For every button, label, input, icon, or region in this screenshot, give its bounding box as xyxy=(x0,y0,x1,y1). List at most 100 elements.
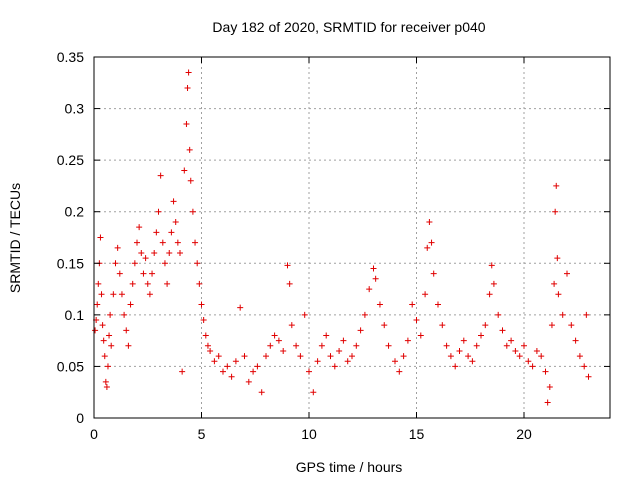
data-point xyxy=(179,368,186,375)
data-point xyxy=(194,260,201,267)
data-point xyxy=(98,291,105,298)
data-point xyxy=(146,291,153,298)
x-tick-label: 10 xyxy=(301,426,317,442)
data-point xyxy=(200,317,207,324)
data-point xyxy=(490,280,497,287)
data-point xyxy=(157,172,164,179)
data-point xyxy=(181,167,188,174)
data-point xyxy=(443,342,450,349)
y-tick-label: 0.05 xyxy=(57,358,84,374)
data-point xyxy=(183,121,190,128)
data-point xyxy=(293,342,300,349)
data-point xyxy=(482,322,489,329)
data-point xyxy=(207,347,214,354)
data-point xyxy=(555,291,562,298)
y-tick-label: 0.35 xyxy=(57,49,84,65)
x-axis-label: GPS time / hours xyxy=(296,459,403,475)
x-tick-label: 5 xyxy=(198,426,206,442)
data-point xyxy=(125,342,132,349)
data-point xyxy=(564,270,570,277)
data-point xyxy=(400,353,407,360)
data-point xyxy=(447,353,454,360)
data-point xyxy=(108,342,115,349)
data-point xyxy=(237,304,244,311)
data-point xyxy=(376,301,383,308)
data-point xyxy=(166,249,173,256)
data-point xyxy=(508,337,515,344)
data-point xyxy=(232,358,239,365)
data-point xyxy=(435,301,441,308)
data-point xyxy=(100,337,107,344)
data-point xyxy=(97,234,104,241)
data-point xyxy=(95,280,102,287)
data-point xyxy=(94,301,101,308)
data-point xyxy=(452,363,459,370)
data-point xyxy=(552,208,559,215)
data-point xyxy=(245,378,252,385)
data-point xyxy=(101,353,108,360)
data-point xyxy=(99,322,106,329)
data-point xyxy=(215,353,222,360)
data-point xyxy=(271,332,278,339)
y-tick-label: 0.3 xyxy=(65,101,85,117)
data-point xyxy=(211,358,218,365)
data-point xyxy=(370,265,377,272)
data-point xyxy=(327,353,334,360)
data-point xyxy=(336,347,343,354)
data-point xyxy=(340,337,347,344)
data-point xyxy=(529,363,536,370)
data-point xyxy=(353,342,360,349)
data-point xyxy=(177,249,183,256)
x-tick-label: 15 xyxy=(409,426,425,442)
y-tick-label: 0.1 xyxy=(65,307,85,323)
y-tick-label: 0.25 xyxy=(57,152,84,168)
data-point xyxy=(184,84,191,91)
data-point xyxy=(361,311,368,318)
data-point xyxy=(572,337,579,344)
data-point xyxy=(456,347,463,354)
data-point xyxy=(161,260,168,267)
data-point xyxy=(192,239,199,246)
data-point xyxy=(318,342,325,349)
data-point xyxy=(381,322,388,329)
x-tick-label: 0 xyxy=(90,426,98,442)
data-point xyxy=(198,301,205,308)
data-point xyxy=(310,389,317,396)
data-point xyxy=(174,239,181,246)
data-point xyxy=(424,244,431,251)
data-point xyxy=(465,353,472,360)
data-point xyxy=(114,244,121,251)
data-point xyxy=(473,342,480,349)
data-point xyxy=(104,363,111,370)
data-point xyxy=(430,270,437,277)
data-point xyxy=(422,291,429,298)
data-point xyxy=(357,327,364,334)
data-point xyxy=(106,332,113,339)
data-point xyxy=(568,322,575,329)
data-point xyxy=(284,262,291,269)
data-point xyxy=(92,327,99,334)
data-point xyxy=(503,342,510,349)
data-point xyxy=(140,270,147,277)
data-point xyxy=(116,270,123,277)
data-point xyxy=(301,311,308,318)
chart-title: Day 182 of 2020, SRMTID for receiver p04… xyxy=(212,19,485,35)
data-point xyxy=(512,347,519,354)
data-point xyxy=(129,280,136,287)
data-point xyxy=(366,286,373,293)
data-point xyxy=(404,337,411,344)
data-point xyxy=(439,322,446,329)
data-point xyxy=(254,363,261,370)
data-point xyxy=(538,353,545,360)
data-point xyxy=(553,182,560,189)
y-tick-label: 0.15 xyxy=(57,255,84,271)
data-point xyxy=(344,358,351,365)
data-point xyxy=(102,378,109,385)
data-point xyxy=(280,347,287,354)
data-point xyxy=(372,275,379,282)
data-point xyxy=(241,353,248,360)
y-tick-label: 0 xyxy=(76,410,84,426)
data-point xyxy=(107,311,114,318)
data-point xyxy=(186,146,193,153)
